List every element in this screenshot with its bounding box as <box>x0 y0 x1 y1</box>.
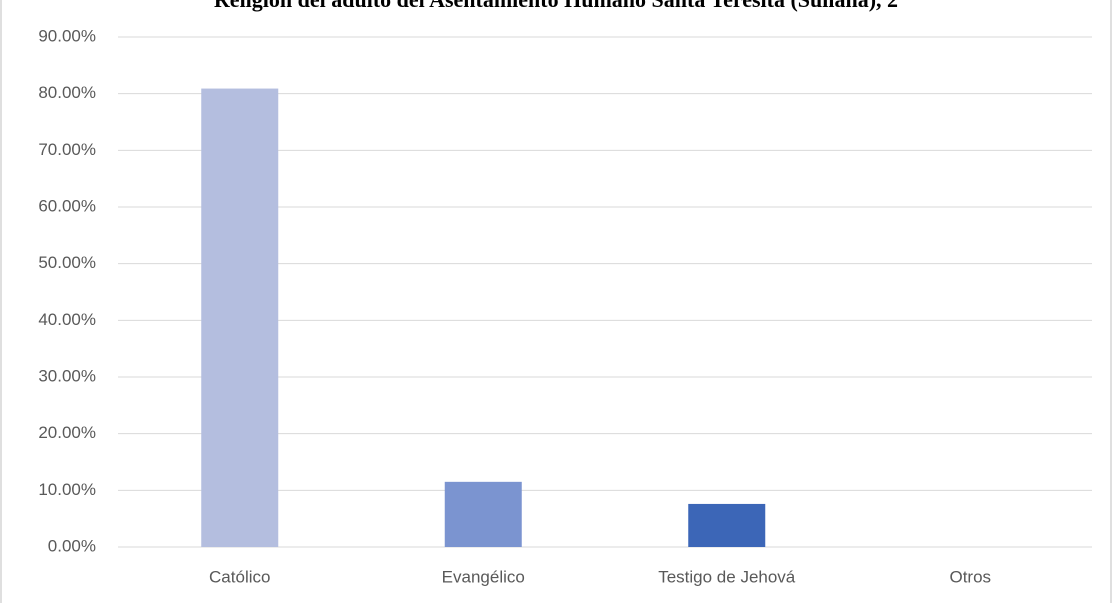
x-tick-label: Testigo de Jehová <box>658 567 796 586</box>
y-tick-label: 70.00% <box>38 140 96 159</box>
y-tick-label: 20.00% <box>38 423 96 442</box>
x-tick-label: Evangélico <box>442 567 525 586</box>
y-tick-label: 60.00% <box>38 196 96 215</box>
y-tick-label: 90.00% <box>38 26 96 45</box>
bar <box>688 503 766 547</box>
bar <box>444 481 522 547</box>
y-tick-label: 0.00% <box>48 536 96 555</box>
chart-title: Religión del adulto del Asentamiento Hum… <box>214 0 898 12</box>
y-tick-label: 10.00% <box>38 480 96 499</box>
y-tick-label: 50.00% <box>38 253 96 272</box>
x-tick-label: Católico <box>209 567 270 586</box>
bar <box>201 88 279 548</box>
y-tick-label: 80.00% <box>38 83 96 102</box>
y-tick-label: 30.00% <box>38 366 96 385</box>
y-tick-label: 40.00% <box>38 310 96 329</box>
x-tick-label: Otros <box>949 567 991 586</box>
